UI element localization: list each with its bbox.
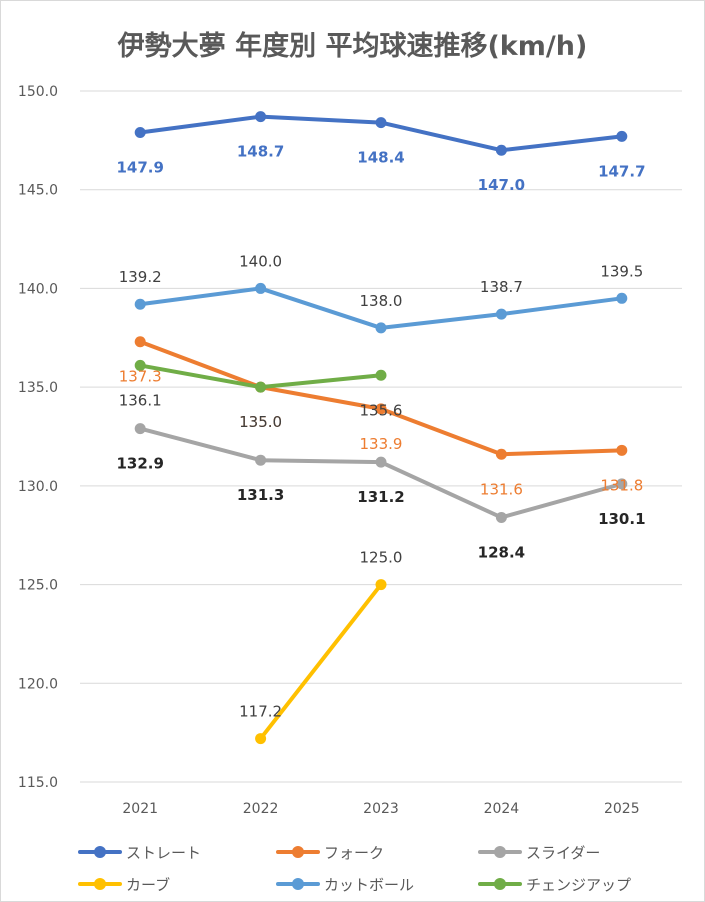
data-point [616,292,628,304]
legend-swatch [276,845,320,859]
series-line [258,582,383,741]
x-tick-label: 2021 [122,801,158,817]
data-label: 138.7 [480,278,523,296]
data-point [495,511,507,523]
data-label: 117.2 [239,703,282,721]
legend-swatch [478,877,522,891]
data-label: 131.8 [600,476,643,494]
legend-item: スライダー [478,838,600,866]
data-label: 139.2 [119,268,162,286]
line-chart: 115.0 120.0 125.0 130.0 135.0 140.0 145.0 150.0… [18,84,682,817]
data-point [495,308,507,320]
data-label: 135.6 [360,401,403,419]
data-label: 147.9 [116,158,163,176]
y-tick-label: 140.0 [18,281,58,297]
data-point [375,369,387,381]
y-tick-label: 145.0 [18,183,58,199]
legend-swatch [78,845,122,859]
data-point [255,111,267,123]
data-point [255,733,267,745]
data-point [495,144,507,156]
x-tick-label: 2022 [243,801,279,817]
data-label: 138.0 [360,292,403,310]
y-tick-label: 115.0 [18,775,58,791]
data-point [134,359,146,371]
data-label: 148.4 [357,149,404,167]
data-point [616,130,628,142]
data-label: 137.3 [119,368,162,386]
data-point [255,381,267,393]
data-point [134,126,146,138]
legend-item: カットボール [276,870,414,898]
data-label: 131.2 [357,488,404,506]
legend-item: フォーク [276,838,384,866]
data-label: 135.0 [239,413,282,431]
data-label: 147.0 [478,176,525,194]
data-label: 132.9 [116,455,163,473]
data-point [375,322,387,334]
x-tick-label: 2025 [604,801,640,817]
legend-swatch [276,877,320,891]
data-label: 136.1 [119,391,162,409]
data-point [134,298,146,310]
y-tick-label: 135.0 [18,380,58,396]
data-label: 131.3 [237,486,284,504]
data-label: 135.0 [239,413,282,431]
y-tick-label: 150.0 [18,84,58,100]
y-tick-label: 120.0 [18,676,58,692]
data-point [134,423,146,435]
legend-swatch [478,845,522,859]
data-label: 139.5 [600,262,643,280]
data-point [616,444,628,456]
data-point [375,579,387,591]
legend-label: フォーク [324,843,385,862]
legend-item: カーブ [78,870,170,898]
legend-label: カットボール [324,875,415,894]
data-point [495,448,507,460]
data-point [375,117,387,129]
data-label: 140.0 [239,252,282,270]
data-label: 130.1 [598,510,645,528]
data-label: 128.4 [478,543,525,561]
x-tick-label: 2024 [484,801,520,817]
data-label: 147.7 [598,162,645,180]
legend-label: カーブ [126,875,171,894]
data-label: 125.0 [360,549,403,567]
chart-legend: ストレート フォーク スライダーカーブ カットボール チェンジアップ [0,838,705,898]
data-point [375,403,387,415]
data-point [255,454,267,466]
chart-title: 伊勢大夢 年度別 平均球速推移(km/h) [117,31,588,62]
legend-label: ストレート [126,843,202,862]
legend-swatch [78,877,122,891]
data-point [255,282,267,294]
data-point [616,478,628,490]
x-tick-label: 2023 [363,801,399,817]
data-point [375,456,387,468]
y-tick-label: 125.0 [18,578,58,594]
data-point [134,336,146,348]
legend-item: ストレート [78,838,201,866]
legend-label: チェンジアップ [526,875,632,894]
y-tick-label: 130.0 [18,479,58,495]
legend-label: スライダー [526,843,601,862]
legend-item: チェンジアップ [478,870,631,898]
data-label: 133.9 [360,435,403,453]
data-label: 131.6 [480,480,523,498]
data-label: 148.7 [237,143,284,161]
